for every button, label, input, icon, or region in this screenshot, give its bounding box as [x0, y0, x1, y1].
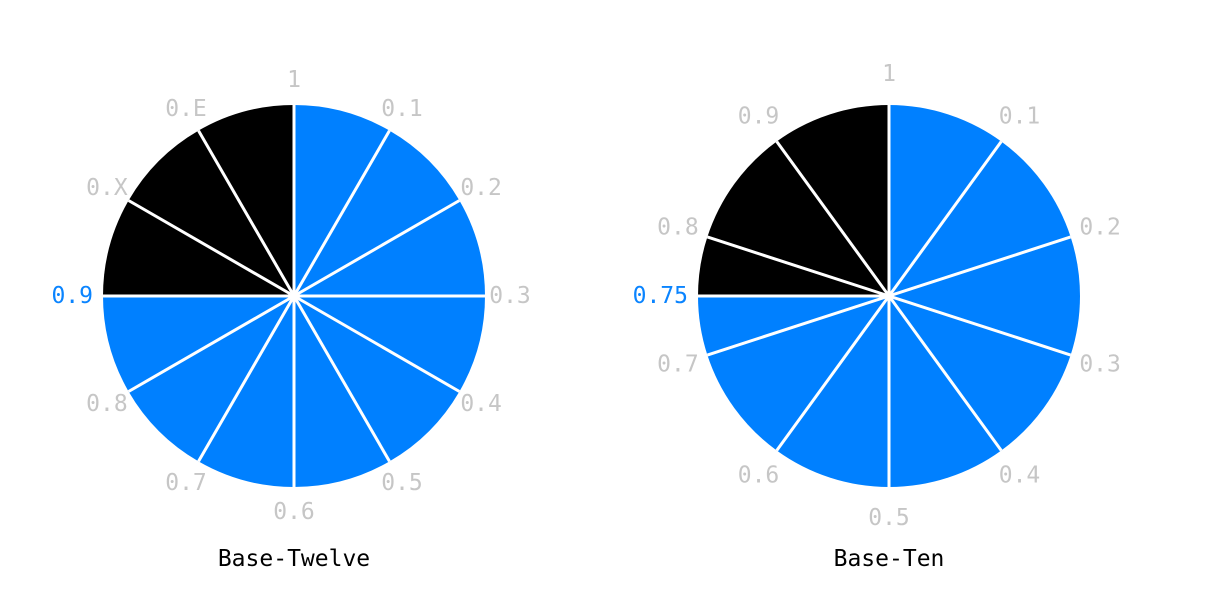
- tick-label: 0.7: [165, 470, 207, 496]
- filled-sector: [707, 296, 889, 451]
- divider-line: [706, 294, 890, 357]
- filled-sector: [294, 296, 460, 462]
- divider-line: [775, 140, 891, 297]
- filled-sector: [889, 296, 1002, 487]
- diagram-caption: Base-Twelve: [218, 546, 370, 572]
- divider-line: [293, 199, 461, 298]
- tick-label: 0.2: [460, 175, 502, 201]
- base-twelve-diagram: 1 0.1 0.2 0.3 0.4 0.5 0.6 0.7 0.8 0.X 0.E 0.9 Base-T…: [51, 67, 530, 572]
- filled-sector: [294, 130, 460, 296]
- filled-sector: [294, 296, 390, 487]
- filled-sector: [889, 236, 1080, 356]
- diagram-caption: Base-Ten: [834, 546, 945, 572]
- tick-label: 0.7: [657, 352, 699, 378]
- tick-label: 0.3: [489, 283, 531, 309]
- tick-label: 1: [882, 61, 896, 87]
- tick-label: 0.8: [86, 391, 128, 417]
- tick-label: 0.4: [999, 463, 1041, 489]
- divider-line: [197, 129, 296, 297]
- divider-line: [888, 294, 1072, 357]
- tick-label: 0.1: [999, 103, 1041, 129]
- divider-line: [292, 129, 391, 297]
- tick-label: 0.2: [1079, 214, 1121, 240]
- tick-label: 0.3: [1079, 352, 1121, 378]
- filled-sector: [198, 296, 294, 487]
- tick-label: 0.6: [738, 463, 780, 489]
- filled-sector: [889, 105, 1002, 296]
- unfilled-sector: [198, 105, 294, 296]
- filled-sector: [889, 296, 1071, 451]
- divider-line: [706, 235, 890, 298]
- tick-label: 1: [287, 67, 301, 93]
- divider-line: [887, 140, 1003, 297]
- divider-line: [775, 295, 891, 452]
- unfilled-sector: [128, 130, 294, 296]
- unfilled-sector: [776, 105, 889, 296]
- base-ten-diagram: 1 0.1 0.2 0.3 0.4 0.5 0.6 0.7 0.8 0.9 0.75 Base-Ten: [633, 61, 1121, 572]
- tick-label: 0.4: [460, 391, 502, 417]
- divider-line: [127, 294, 295, 393]
- filled-sector: [128, 296, 294, 462]
- filled-sector: [103, 296, 294, 392]
- tick-label: 0.1: [381, 96, 423, 122]
- tick-label: 0.5: [868, 505, 910, 531]
- filled-sector: [294, 296, 485, 392]
- highlight-value-label: 0.9: [51, 283, 93, 309]
- divider-line: [888, 235, 1072, 298]
- divider-line: [293, 294, 461, 393]
- filled-sector: [294, 200, 485, 296]
- divider-line: [292, 295, 391, 463]
- tick-label: 0.E: [165, 96, 207, 122]
- highlight-value-label: 0.75: [633, 283, 688, 309]
- tick-label: 0.5: [381, 470, 423, 496]
- tick-label: 0.8: [657, 214, 699, 240]
- filled-sector: [889, 141, 1071, 296]
- tick-label: 0.6: [273, 499, 315, 525]
- tick-label: 0.9: [738, 103, 780, 129]
- divider-line: [197, 295, 296, 463]
- unfilled-sector: [103, 200, 294, 296]
- divider-line: [127, 199, 295, 298]
- unfilled-sector: [707, 141, 889, 296]
- divider-line: [887, 295, 1003, 452]
- filled-sector: [294, 105, 390, 296]
- filled-sector: [776, 296, 889, 487]
- tick-label: 0.X: [86, 175, 128, 201]
